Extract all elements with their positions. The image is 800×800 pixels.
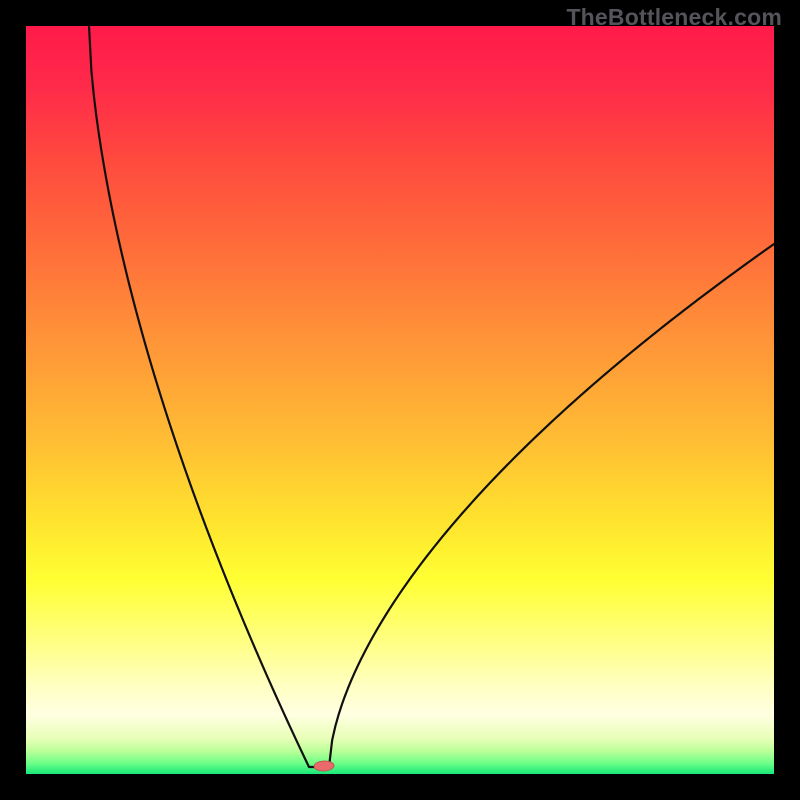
- plot-area: [26, 26, 774, 774]
- gradient-background: [26, 26, 774, 774]
- chart-frame: TheBottleneck.com: [0, 0, 800, 800]
- gradient-rect: [26, 26, 774, 774]
- watermark-text: TheBottleneck.com: [566, 4, 782, 31]
